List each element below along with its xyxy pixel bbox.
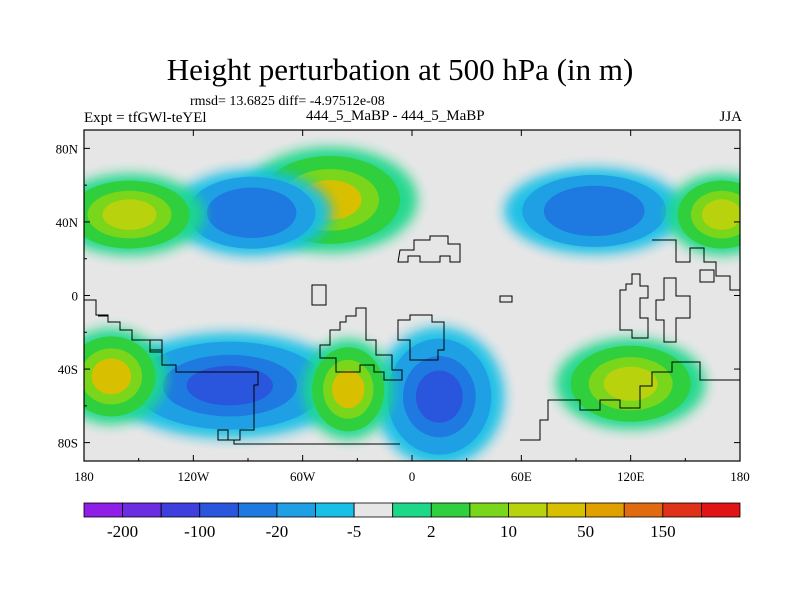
colorbar-swatch	[83, 502, 123, 518]
x-tick-label: 180	[74, 469, 94, 484]
y-tick-label: 80N	[56, 141, 79, 156]
colorbar-swatch	[662, 502, 702, 518]
colorbar-swatch	[276, 502, 316, 518]
colorbar-swatch	[430, 502, 471, 518]
coastline	[84, 235, 740, 445]
x-tick-label: 0	[409, 469, 416, 484]
colorbar-swatch	[469, 502, 509, 518]
colorbar-label: -20	[266, 522, 289, 541]
colorbar-label: -100	[184, 522, 215, 541]
x-tick-label: 120W	[177, 469, 210, 484]
colorbar-swatch	[585, 502, 625, 518]
x-tick-label: 60W	[290, 469, 316, 484]
colorbar-label: 2	[427, 522, 436, 541]
colorbar-swatch	[546, 502, 587, 518]
right-subtitle: JJA	[719, 109, 742, 125]
y-tick-label: 80S	[58, 436, 78, 451]
colorbar-label: 150	[650, 522, 676, 541]
y-tick-label: 40N	[56, 215, 79, 230]
x-tick-label: 60E	[511, 469, 532, 484]
plot-area	[84, 130, 740, 461]
colorbar-swatch	[199, 502, 239, 518]
y-tick-label: 0	[72, 289, 79, 304]
x-tick-label: 180	[730, 469, 750, 484]
colorbar-swatch	[237, 502, 278, 518]
features-layer	[84, 147, 740, 461]
feature-trough-asia	[504, 167, 685, 255]
y-tick-label: 40S	[58, 362, 78, 377]
colorbar-label: -5	[347, 522, 361, 541]
center-subtitle: 444_5_MaBP - 444_5_MaBP	[306, 108, 485, 124]
colorbar-label: 10	[500, 522, 517, 541]
colorbar-swatch	[160, 502, 201, 518]
stats-line: rmsd= 13.6825 diff= -4.97512e-08	[190, 94, 385, 109]
feature-ridge-s-pacific-w	[84, 328, 167, 425]
colorbar-swatch	[122, 502, 162, 518]
colorbar-swatch	[353, 502, 394, 518]
feature-ridge-s-atlantic	[303, 338, 394, 440]
feature-ridge-n-pacific-e	[666, 173, 740, 256]
feature-ridge-w-pacific	[84, 173, 205, 256]
colorbar-swatch	[508, 502, 548, 518]
x-tick-label: 120E	[617, 469, 645, 484]
x-axis: 180 120W 60W 0 60E 120E 180	[74, 130, 750, 484]
colorbar-swatch	[701, 502, 741, 518]
colorbar-swatch	[623, 502, 664, 518]
left-subtitle: Expt = tfGWl-teYEl	[84, 110, 207, 126]
feature-ridge-indian-ocean	[555, 338, 706, 430]
colorbar-swatch	[392, 502, 432, 518]
colorbar-label: 50	[577, 522, 594, 541]
chart-title: Height perturbation at 500 hPa (in m)	[166, 52, 634, 87]
feature-trough-s-pacific	[109, 332, 350, 439]
y-axis: 80N 40N 0 40S 80S	[56, 141, 740, 451]
feature-trough-n-america	[171, 169, 332, 256]
colorbar-swatch	[315, 502, 355, 518]
colorbar: -200 -100 -20 -5 2 10 50 150	[83, 502, 741, 541]
feature-trough-s-atlantic	[374, 327, 505, 461]
colorbar-label: -200	[107, 522, 138, 541]
